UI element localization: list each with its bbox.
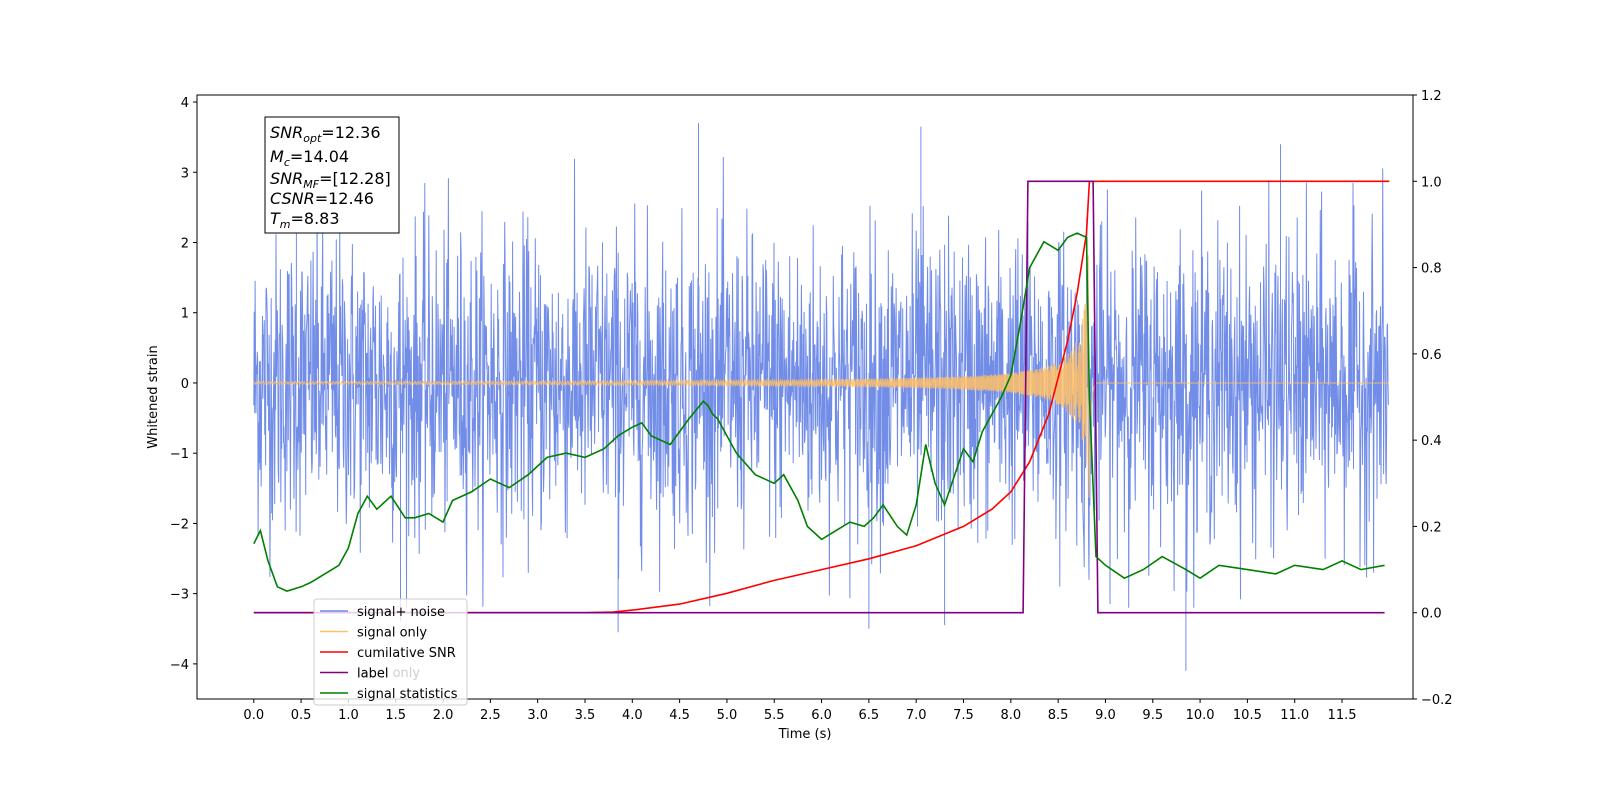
x-tick-label: 8.5 [1048, 708, 1069, 723]
x-tick-label: 10.0 [1186, 708, 1215, 723]
y-left-axis-ticks: −4 −3 −2 −1 0 1 2 3 4 [170, 96, 197, 673]
series-cumilative-snr-line [253, 180, 1390, 614]
x-axis-ticks: 0.0 0.5 1.0 1.5 2.0 2.5 3.0 3.5 4.0 4.5 5.0 5.5 6.0 6… [243, 699, 1357, 723]
x-tick-label: 5.0 [717, 708, 738, 723]
y-right-tick-label: −0.2 [1421, 693, 1453, 708]
y-left-tick-label: 2 [181, 236, 189, 251]
y-left-tick-label: 0 [181, 377, 189, 392]
info-snr-opt-value: =12.36 [321, 123, 380, 142]
series-signal-only-line [253, 255, 1389, 498]
legend-frame [313, 598, 468, 706]
info-mc: Mc=14.04 [270, 147, 349, 169]
legend-hidden-text: label only [357, 666, 420, 681]
info-snr-opt-symbol: SNR [270, 123, 303, 142]
legend: label only signal+ noise signal only cumila… [313, 598, 468, 706]
info-tm-symbol: T [270, 209, 281, 228]
y-left-tick-label: 4 [181, 96, 189, 111]
y-right-tick-label: 0.6 [1421, 348, 1442, 363]
y-left-tick-label: 3 [181, 166, 189, 181]
info-mc-value: =14.04 [290, 147, 349, 166]
x-tick-label: 11.0 [1280, 708, 1309, 723]
x-tick-label: 3.5 [575, 708, 596, 723]
info-csnr-value: =12.46 [315, 189, 374, 208]
y-left-axis-label: Whitened strain [146, 345, 161, 448]
y-right-tick-label: 0.4 [1421, 434, 1442, 449]
y-left-tick-label: −2 [170, 517, 189, 532]
x-tick-label: 7.0 [906, 708, 927, 723]
legend-label: cumilative SNR [357, 646, 456, 661]
x-tick-label: 2.5 [480, 708, 501, 723]
y-right-tick-label: 0.8 [1421, 262, 1442, 277]
x-tick-label: 3.0 [527, 708, 548, 723]
y-right-tick-label: 0.0 [1421, 607, 1442, 622]
info-box-frame [264, 116, 400, 234]
series-signal-statistics-line [253, 232, 1385, 592]
y-left-tick-label: −3 [170, 588, 189, 603]
info-snr-mf-value: =[12.28] [319, 169, 391, 188]
info-tm-value: =8.83 [291, 209, 340, 228]
y-right-tick-label: 1.0 [1421, 175, 1442, 190]
info-mc-subscript: c [284, 156, 290, 169]
info-csnr: CSNR=12.46 [270, 189, 374, 208]
x-tick-label: 0.0 [243, 708, 264, 723]
strain-series-group [253, 123, 1389, 671]
x-tick-label: 8.0 [1000, 708, 1021, 723]
info-tm-subscript: m [280, 218, 291, 231]
x-axis-label: Time (s) [778, 727, 832, 742]
info-snr-mf-symbol: SNR [270, 169, 303, 188]
x-tick-label: 2.0 [433, 708, 454, 723]
y-right-axis-ticks: −0.2 0.0 0.2 0.4 0.6 0.8 1.0 1.2 [1413, 89, 1453, 708]
x-tick-label: 9.5 [1142, 708, 1163, 723]
legend-label: label [357, 667, 388, 682]
x-tick-label: 7.5 [953, 708, 974, 723]
series-signal-noise-line [253, 123, 1389, 671]
y-right-tick-label: 1.2 [1421, 89, 1442, 104]
x-tick-label: 10.5 [1233, 708, 1262, 723]
x-tick-label: 4.5 [669, 708, 690, 723]
x-tick-label: 4.0 [622, 708, 643, 723]
y-right-tick-label: 0.2 [1421, 520, 1442, 535]
x-tick-label: 6.0 [811, 708, 832, 723]
plot-frame [196, 94, 1414, 700]
info-csnr-symbol: CSNR [270, 189, 315, 208]
x-tick-label: 11.5 [1328, 708, 1357, 723]
x-tick-label: 1.0 [338, 708, 359, 723]
x-tick-label: 1.5 [385, 708, 406, 723]
info-mc-symbol: M [270, 147, 284, 166]
y-left-tick-label: −4 [170, 658, 189, 673]
info-snr-opt: SNRopt=12.36 [270, 123, 381, 145]
x-tick-label: 9.0 [1095, 708, 1116, 723]
info-box: SNRopt=12.36Mc=14.04SNRMF=[12.28]CSNR=12… [264, 116, 400, 234]
info-snr-mf-subscript: MF [303, 178, 319, 191]
info-snr-opt-subscript: opt [303, 132, 322, 145]
series-label-line [253, 180, 1385, 614]
info-snr-mf: SNRMF=[12.28] [270, 169, 391, 191]
x-tick-label: 6.5 [859, 708, 880, 723]
x-tick-label: 0.5 [291, 708, 312, 723]
y-left-tick-label: 1 [181, 307, 189, 322]
info-tm: Tm=8.83 [270, 209, 340, 231]
x-tick-label: 5.5 [764, 708, 785, 723]
legend-label: signal only [357, 626, 427, 641]
right-axis-series-group [253, 180, 1390, 614]
legend-label: signal statistics [357, 687, 458, 702]
legend-label: signal+ noise [357, 605, 445, 620]
y-left-tick-label: −1 [170, 447, 189, 462]
